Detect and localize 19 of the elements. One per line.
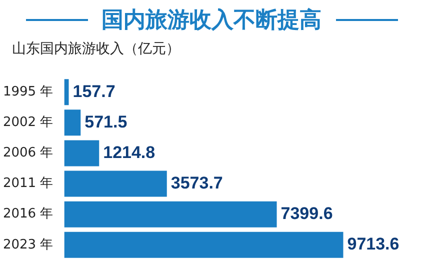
y-tick-label: 2023 年 bbox=[3, 237, 54, 252]
y-tick-label: 2002 年 bbox=[3, 115, 54, 130]
y-tick-label: 1995 年 bbox=[3, 84, 54, 100]
data-label: 3573.7 bbox=[170, 173, 223, 192]
y-tick-label: 2006 年 bbox=[3, 146, 54, 161]
data-label: 1214.8 bbox=[103, 142, 156, 162]
data-label: 571.5 bbox=[84, 112, 128, 132]
data-label: 9713.6 bbox=[347, 234, 400, 254]
chart-title: 国内旅游收入不断提高 bbox=[102, 6, 322, 35]
bar bbox=[64, 201, 277, 228]
bar bbox=[64, 232, 344, 258]
y-tick-label: 2016 年 bbox=[3, 206, 54, 222]
data-label: 157.7 bbox=[72, 82, 116, 101]
chart-subtitle: 山东国内旅游收入（亿元） bbox=[11, 40, 181, 59]
data-label: 7399.6 bbox=[280, 204, 333, 224]
bar bbox=[64, 170, 167, 197]
bar bbox=[64, 110, 81, 136]
bar bbox=[64, 140, 100, 166]
y-tick-label: 2011 年 bbox=[3, 176, 54, 192]
